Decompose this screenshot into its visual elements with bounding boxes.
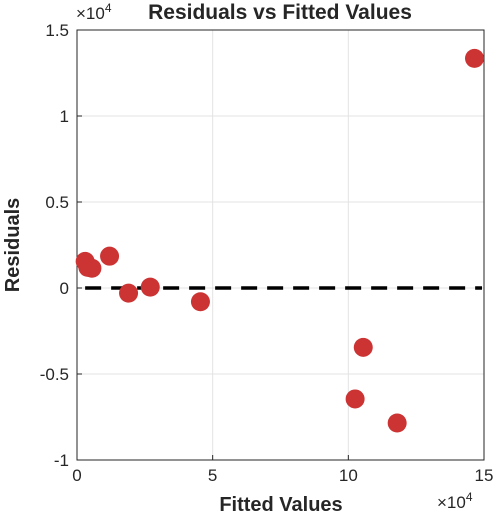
y-tick-label: 0 [60, 279, 69, 298]
grid-lines [77, 30, 484, 460]
y-tick-label: -0.5 [40, 365, 69, 384]
y-exponent-base: ×10 [76, 4, 105, 23]
data-points [75, 48, 485, 433]
y-tick-label: 1.5 [45, 21, 69, 40]
y-exponent-power: 4 [105, 1, 112, 15]
axis-ticks: 0 5 10 15 -1 -0.5 0 0.5 1 1.5 [40, 21, 494, 485]
chart-title: Residuals vs Fitted Values [148, 1, 412, 24]
y-tick-label: 1 [60, 107, 69, 126]
y-tick-label: -1 [54, 451, 69, 470]
data-point [82, 258, 102, 278]
data-point [140, 277, 160, 297]
data-point [345, 389, 365, 409]
x-axis-exponent: ×104 [437, 490, 473, 512]
x-tick-label: 10 [339, 466, 358, 485]
data-point [190, 292, 210, 312]
x-tick-label: 15 [475, 466, 494, 485]
y-axis-label: Residuals [2, 198, 24, 292]
data-point [353, 337, 373, 357]
data-point [465, 48, 485, 68]
x-exponent-power: 4 [466, 490, 473, 504]
data-point [387, 413, 407, 433]
y-axis-exponent: ×104 [76, 1, 112, 23]
data-point [119, 283, 139, 303]
data-point [100, 246, 120, 266]
x-tick-label: 0 [72, 466, 81, 485]
x-tick-label: 5 [208, 466, 217, 485]
y-tick-label: 0.5 [45, 193, 69, 212]
x-axis-label: Fitted Values [219, 494, 342, 515]
x-exponent-base: ×10 [437, 493, 466, 512]
plot-area-frame [76, 29, 485, 461]
